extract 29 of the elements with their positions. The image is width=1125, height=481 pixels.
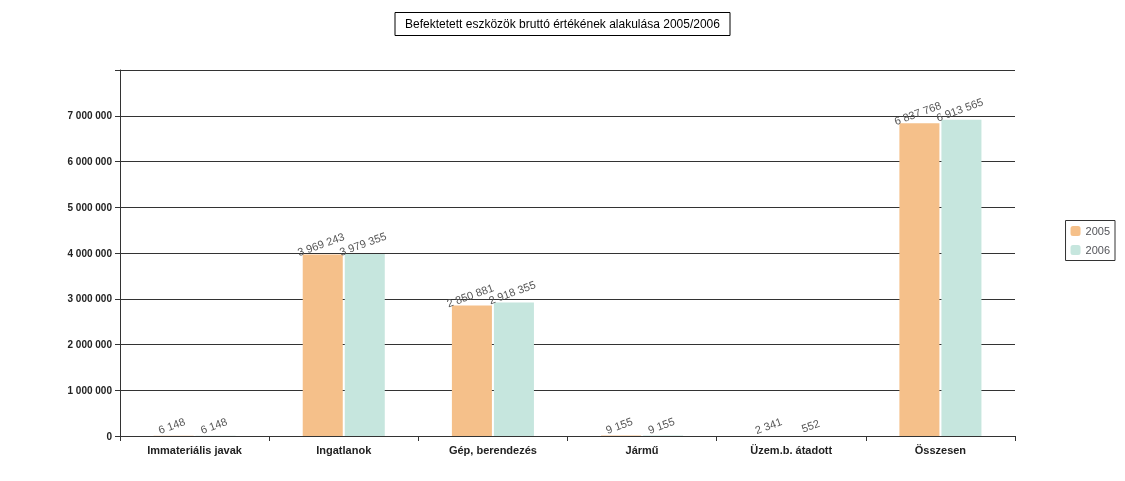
x-tick-label: Ingatlanok bbox=[316, 443, 373, 456]
x-tick-label: Jármű bbox=[625, 443, 659, 456]
bar bbox=[493, 302, 534, 436]
data-label: 9 155 bbox=[604, 415, 635, 436]
bar bbox=[899, 123, 940, 436]
legend-label: 2006 bbox=[1085, 244, 1111, 256]
y-tick-label: 4 000 000 bbox=[67, 247, 113, 259]
x-tick-label: Gép, berendezés bbox=[448, 443, 537, 456]
x-tick-label: Immateriális javak bbox=[147, 443, 243, 456]
bar bbox=[302, 254, 343, 436]
data-label: 552 bbox=[799, 417, 822, 435]
chart-title: Befektetett eszközök bruttó értékének alakulása 2005/2006 bbox=[405, 17, 721, 31]
x-tick-label: Összesen bbox=[914, 443, 967, 456]
bar bbox=[344, 253, 385, 436]
data-label: 6 148 bbox=[156, 415, 187, 436]
y-tick-label: 1 000 000 bbox=[67, 384, 113, 396]
y-tick-label: 0 bbox=[106, 430, 113, 442]
y-tick-label: 5 000 000 bbox=[67, 201, 113, 213]
data-label: 2 341 bbox=[753, 415, 784, 437]
data-label: 9 155 bbox=[646, 415, 677, 436]
data-label: 6 148 bbox=[198, 415, 229, 436]
y-tick-label: 3 000 000 bbox=[67, 293, 113, 305]
legend-label: 2005 bbox=[1085, 225, 1111, 237]
y-tick-label: 7 000 000 bbox=[67, 110, 113, 122]
bar bbox=[941, 119, 982, 436]
y-tick-label: 6 000 000 bbox=[67, 156, 113, 167]
x-tick-label: Üzem.b. átadott bbox=[750, 443, 833, 456]
bar bbox=[451, 305, 492, 436]
y-tick-label: 2 000 000 bbox=[67, 339, 113, 350]
